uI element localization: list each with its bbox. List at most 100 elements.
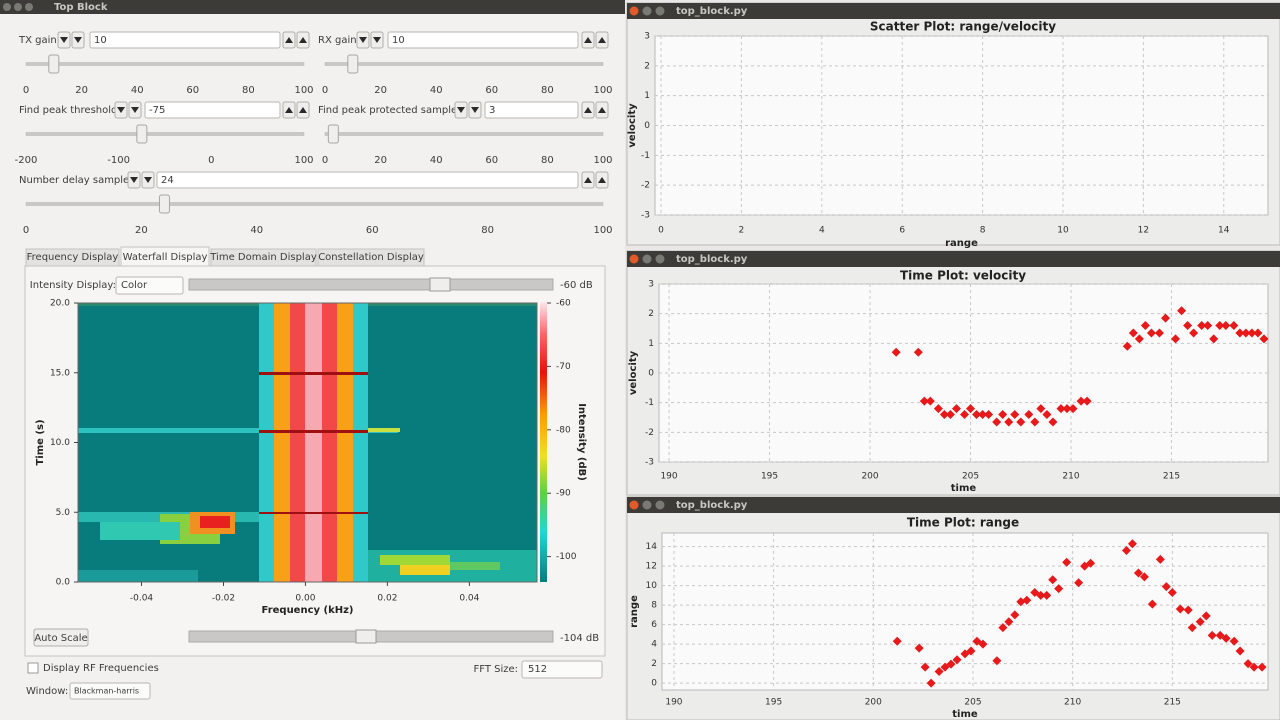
point	[1122, 341, 1132, 351]
control-label: Number delay samples:	[19, 175, 138, 186]
spin-arrow	[60, 37, 68, 43]
point	[1016, 597, 1026, 607]
x-tick-label: 6	[899, 226, 905, 236]
slider-track[interactable]	[25, 132, 305, 136]
slider-handle[interactable]	[355, 629, 377, 644]
title-bar	[627, 497, 1280, 513]
point	[1048, 417, 1058, 427]
point	[1177, 306, 1187, 316]
x-axis-label: range	[945, 238, 978, 249]
slider-track[interactable]	[25, 202, 604, 206]
x-tick-label: -0.02	[212, 594, 235, 604]
close-button[interactable]	[629, 6, 639, 16]
slider-tick-label: 100	[294, 155, 313, 166]
y-tick-label: 2	[651, 659, 657, 669]
text-input[interactable]	[89, 31, 281, 49]
maximize-button[interactable]	[655, 500, 665, 510]
x-tick-label: -0.04	[130, 594, 154, 604]
title-bar	[627, 3, 1280, 19]
point	[1197, 321, 1207, 331]
input-value: 10	[94, 35, 107, 46]
close-button[interactable]	[3, 3, 11, 11]
spin-arrow	[584, 107, 592, 113]
intensity-mode: Color	[121, 280, 148, 291]
point	[1004, 417, 1014, 427]
slider-tick-label: 0	[322, 155, 328, 166]
spin-arrow	[74, 37, 82, 43]
point	[1128, 328, 1138, 338]
text-input[interactable]	[156, 171, 579, 189]
text-input[interactable]	[484, 101, 579, 119]
input-value: 10	[392, 35, 405, 46]
max-slider[interactable]	[188, 278, 554, 291]
colorbar	[540, 302, 547, 582]
fft-combo[interactable]	[521, 660, 603, 679]
point	[914, 643, 924, 653]
text-input[interactable]	[387, 31, 579, 49]
point	[946, 659, 956, 669]
slider-handle[interactable]	[158, 194, 170, 214]
x-tick-label: 0.04	[459, 594, 479, 604]
window-combo[interactable]	[69, 682, 151, 700]
point	[1160, 313, 1170, 323]
control-label: Find peak threshold:	[19, 105, 121, 116]
slider-tick-label: 40	[430, 155, 443, 166]
colorbar-label: Intensity (dB)	[576, 403, 587, 481]
minimize-button[interactable]	[642, 254, 652, 264]
minimize-button[interactable]	[14, 3, 22, 11]
spin-arrow	[299, 107, 307, 113]
x-tick-label: 210	[1064, 698, 1081, 708]
slider-tick-label: 100	[593, 155, 612, 166]
maximize-button[interactable]	[25, 3, 33, 11]
y-tick-label: 6	[651, 620, 657, 630]
checkbox[interactable]	[27, 662, 39, 674]
slider-tick-label: 20	[75, 85, 88, 96]
tab[interactable]	[25, 248, 120, 267]
text-input[interactable]	[144, 101, 281, 119]
spin-arrow	[285, 37, 293, 43]
tab[interactable]	[120, 246, 210, 267]
point	[1121, 546, 1131, 556]
slider-handle[interactable]	[136, 124, 148, 144]
slider-handle[interactable]	[429, 277, 451, 292]
slider-handle[interactable]	[48, 54, 60, 74]
plot-title: Time Plot: velocity	[900, 269, 1026, 283]
y-tick-label: 5.0	[56, 508, 71, 518]
slider-tick-label: 80	[541, 155, 554, 166]
maximize-button[interactable]	[655, 254, 665, 264]
colorbar-tick-label: -60	[556, 299, 571, 309]
slider-tick-label: 40	[131, 85, 144, 96]
plot-area	[658, 283, 1269, 463]
slider-track[interactable]	[324, 132, 604, 136]
y-tick-label: 1	[644, 91, 650, 101]
point	[1209, 334, 1219, 344]
slider-tick-label: 40	[430, 85, 443, 96]
tab[interactable]	[210, 248, 317, 267]
auto-scale-button[interactable]	[33, 628, 89, 647]
point	[1074, 578, 1084, 588]
slider-handle[interactable]	[327, 124, 339, 144]
y-tick-label: -2	[645, 428, 654, 438]
slider-tick-label: 20	[374, 155, 387, 166]
close-button[interactable]	[629, 500, 639, 510]
point	[1056, 404, 1066, 414]
intensity-combo[interactable]	[115, 276, 184, 295]
tab[interactable]	[317, 248, 425, 267]
point	[1195, 617, 1205, 627]
slider-handle[interactable]	[347, 54, 359, 74]
minimize-button[interactable]	[642, 6, 652, 16]
point	[913, 347, 923, 357]
slider-tick-label: 100	[593, 85, 612, 96]
point	[1024, 410, 1034, 420]
spin-arrow	[584, 37, 592, 43]
point	[1235, 328, 1245, 338]
point	[984, 410, 994, 420]
slider-track[interactable]	[324, 62, 604, 66]
point	[1259, 334, 1269, 344]
slider-track[interactable]	[25, 62, 305, 66]
window-title: Top Block	[54, 2, 108, 13]
maximize-button[interactable]	[655, 6, 665, 16]
point	[951, 404, 961, 414]
minimize-button[interactable]	[642, 500, 652, 510]
close-button[interactable]	[629, 254, 639, 264]
